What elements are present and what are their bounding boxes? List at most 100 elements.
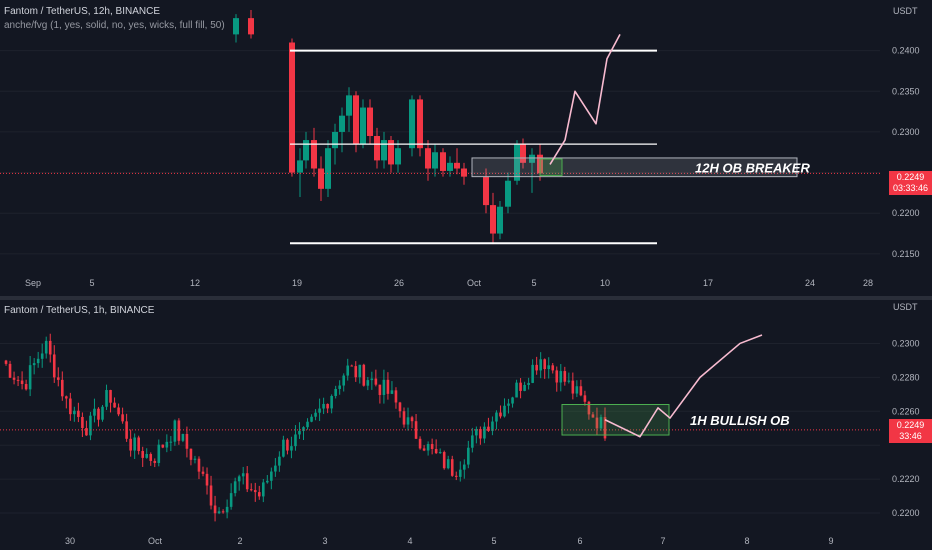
candle-body [531, 364, 534, 383]
x-tick-label: 5 [531, 278, 536, 288]
candle-body [454, 475, 458, 477]
candle-body [16, 379, 20, 381]
candle-body [362, 364, 366, 386]
candle-body [514, 144, 520, 181]
candle-body [266, 480, 269, 483]
candle-body [101, 406, 104, 420]
candle-body [422, 448, 426, 451]
candle-body [374, 378, 378, 385]
candle-body [36, 358, 40, 364]
current-price-badge: 0.2249 33:46 [889, 419, 932, 443]
x-tick-label: 9 [828, 536, 833, 546]
x-tick-label: Sep [25, 278, 41, 288]
candle-body [274, 465, 277, 472]
x-tick-label: 6 [577, 536, 582, 546]
candle-body [217, 511, 221, 514]
candle-body [85, 428, 88, 436]
candle-body [543, 359, 546, 370]
candle-body [89, 415, 92, 436]
candle-body [418, 438, 422, 449]
candle-body [529, 154, 535, 163]
candle-body [495, 412, 498, 422]
candle-body [289, 42, 295, 173]
candle-body [298, 431, 301, 435]
candle-body [189, 448, 193, 460]
candle-body [503, 405, 506, 417]
chart-12h-canvas[interactable]: 0.2400 0.2350 0.2300 0.2200 0.2150 USDT Sep 5 12… [0, 0, 932, 297]
candle-body [248, 18, 254, 35]
candle-body [414, 421, 418, 439]
candle-body [539, 359, 542, 371]
candle-body [440, 152, 446, 171]
y-tick-label: 0.2150 [892, 249, 920, 259]
zone-annotation: 1H BULLISH OB [690, 413, 790, 428]
candle-body [434, 448, 438, 454]
candle-body [432, 152, 438, 169]
candle-body [471, 435, 474, 448]
candle-body [330, 395, 333, 409]
currency-label: USDT [893, 302, 918, 312]
candle-body [483, 176, 489, 206]
y-tick-label: 0.2200 [892, 208, 920, 218]
candle-body [353, 95, 359, 145]
pane-divider[interactable] [0, 296, 932, 300]
candle-body [237, 476, 241, 482]
candle-body [599, 417, 603, 429]
candle-body [410, 417, 414, 422]
candle-body [302, 427, 305, 432]
candle-body [213, 505, 217, 514]
current-price: 0.2249 [896, 420, 925, 430]
candle-body [157, 444, 161, 463]
x-tick-label: 28 [863, 278, 873, 288]
candle-body [334, 388, 337, 396]
candle-body [8, 363, 12, 378]
candle-body [205, 473, 209, 486]
candle-body [479, 429, 482, 439]
candle-body [402, 411, 406, 425]
candle-body [559, 371, 563, 383]
x-tick-label: Oct [467, 278, 482, 288]
candle-body [290, 446, 293, 451]
candle-body [332, 131, 338, 149]
candle-body [398, 402, 402, 412]
candle-body [454, 162, 460, 169]
chart-pane-1h[interactable]: 0.2300 0.2280 0.2260 0.2220 0.2200 USDT 30 Oct 2… [0, 300, 932, 550]
candle-body [221, 511, 225, 513]
candle-body [395, 148, 401, 165]
candle-body [442, 452, 446, 469]
ob-small-zone [539, 158, 563, 177]
y-tick-label: 0.2300 [892, 338, 920, 348]
candle-body [109, 390, 112, 403]
candle-body [197, 458, 201, 472]
candle-body [278, 456, 281, 466]
candle-body [505, 180, 511, 207]
candle-body [40, 353, 44, 359]
candle-body [286, 439, 289, 451]
current-price-badge: 0.2249 03:33:46 [889, 171, 932, 195]
candle-body [56, 377, 60, 380]
chart-1h-canvas[interactable]: 0.2300 0.2280 0.2260 0.2220 0.2200 USDT 30 Oct 2… [0, 300, 932, 550]
candle-body [318, 408, 321, 413]
y-tick-label: 0.2280 [892, 372, 920, 382]
bar-countdown: 33:46 [899, 431, 922, 441]
candle-body [52, 354, 56, 378]
candle-body [4, 360, 8, 364]
y-tick-label: 0.2220 [892, 474, 920, 484]
x-tick-label: 30 [65, 536, 75, 546]
chart-pane-12h[interactable]: 0.2400 0.2350 0.2300 0.2200 0.2150 USDT Sep 5 12… [0, 0, 932, 297]
candle-body [463, 464, 466, 470]
candle-body [185, 433, 189, 449]
candle-body [294, 434, 297, 447]
candle-body [32, 363, 36, 366]
candle-body [519, 382, 522, 391]
chart-title: Fantom / TetherUS, 1h, BINANCE [4, 305, 155, 316]
candle-body [233, 18, 239, 35]
candle-body [129, 438, 132, 451]
candle-body [483, 426, 486, 439]
x-tick-label: 19 [292, 278, 302, 288]
candle-body [173, 420, 177, 442]
candle-body [326, 403, 329, 409]
candle-body [73, 410, 76, 415]
candle-body [65, 396, 68, 399]
candle-body [507, 403, 510, 406]
